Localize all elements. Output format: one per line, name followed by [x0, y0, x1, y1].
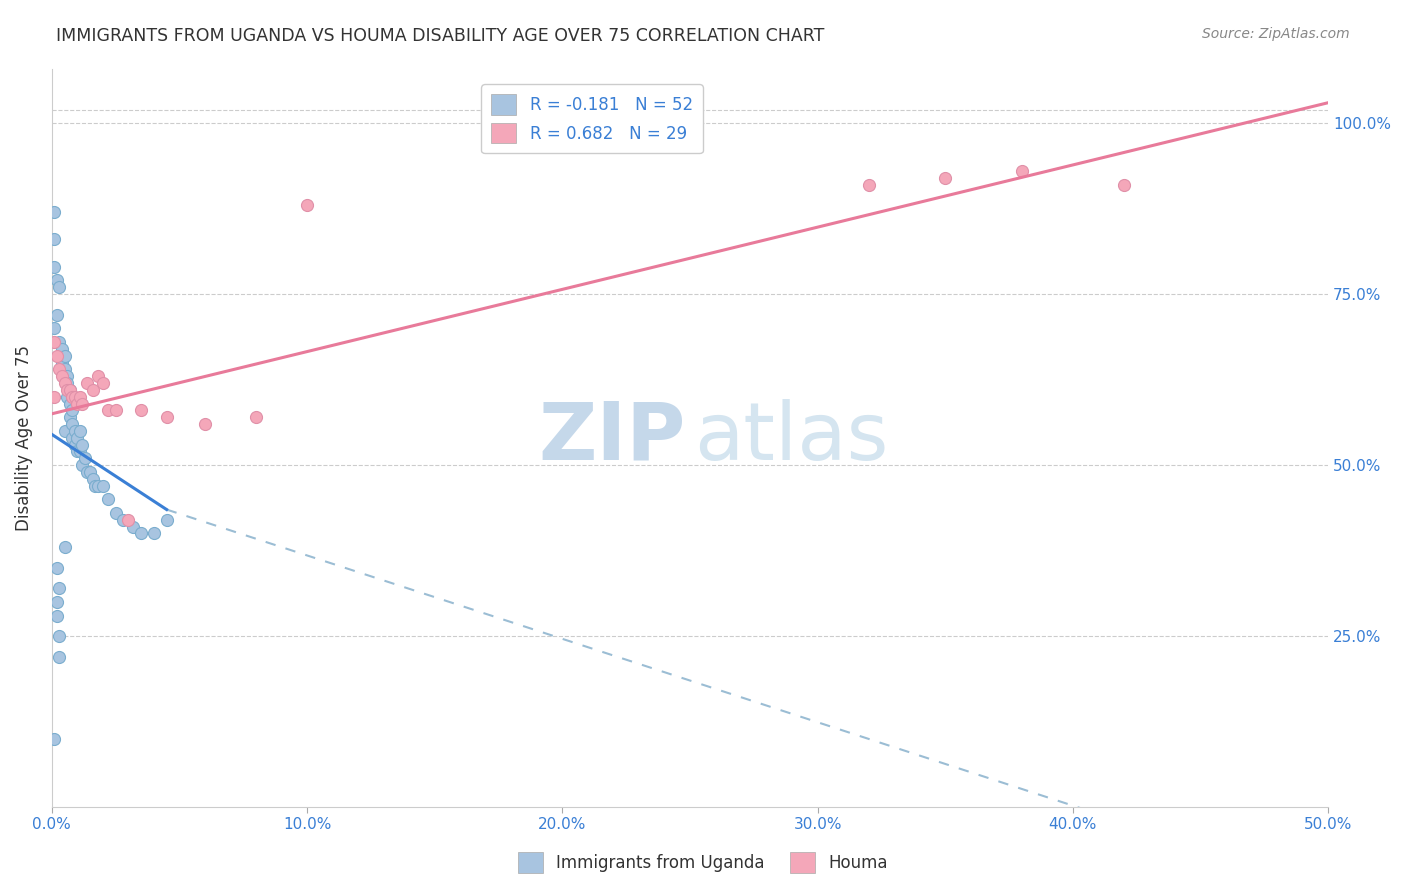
Point — [91, 376, 114, 390]
Point — [59, 383, 82, 397]
Point — [69, 390, 91, 404]
Point — [63, 390, 86, 404]
Point — [66, 396, 89, 410]
Point — [1112, 178, 1135, 192]
Point — [45, 608, 67, 623]
Point — [48, 334, 70, 349]
Point — [53, 362, 76, 376]
Point — [51, 342, 73, 356]
Text: atlas: atlas — [693, 399, 889, 476]
Point — [45, 560, 67, 574]
Legend: R = -0.181   N = 52, R = 0.682   N = 29: R = -0.181 N = 52, R = 0.682 N = 29 — [481, 84, 703, 153]
Point — [56, 369, 79, 384]
Point — [56, 390, 79, 404]
Point — [84, 478, 107, 492]
Point — [156, 410, 179, 425]
Point — [53, 376, 76, 390]
Point — [45, 273, 67, 287]
Point — [48, 649, 70, 664]
Point — [60, 390, 83, 404]
Point — [56, 383, 79, 397]
Point — [66, 431, 89, 445]
Point — [72, 458, 94, 472]
Point — [45, 595, 67, 609]
Point — [44, 232, 66, 246]
Point — [72, 396, 94, 410]
Point — [48, 362, 70, 376]
Point — [69, 444, 91, 458]
Point — [156, 513, 179, 527]
Point — [69, 424, 91, 438]
Point — [82, 472, 104, 486]
Point — [245, 410, 267, 425]
Point — [194, 417, 217, 431]
Point — [66, 444, 89, 458]
Point — [45, 308, 67, 322]
Point — [60, 417, 83, 431]
Point — [97, 403, 120, 417]
Text: Source: ZipAtlas.com: Source: ZipAtlas.com — [1202, 27, 1350, 41]
Point — [112, 513, 135, 527]
Point — [86, 478, 108, 492]
Point — [56, 376, 79, 390]
Point — [53, 540, 76, 554]
Point — [44, 205, 66, 219]
Point — [53, 349, 76, 363]
Point — [76, 376, 98, 390]
Point — [51, 355, 73, 369]
Point — [48, 629, 70, 643]
Point — [122, 519, 145, 533]
Point — [51, 369, 73, 384]
Point — [44, 334, 66, 349]
Point — [63, 437, 86, 451]
Point — [48, 280, 70, 294]
Point — [79, 465, 101, 479]
Point — [45, 349, 67, 363]
Point — [129, 526, 152, 541]
Text: IMMIGRANTS FROM UGANDA VS HOUMA DISABILITY AGE OVER 75 CORRELATION CHART: IMMIGRANTS FROM UGANDA VS HOUMA DISABILI… — [56, 27, 824, 45]
Point — [44, 390, 66, 404]
Point — [104, 403, 127, 417]
Point — [63, 424, 86, 438]
Point — [129, 403, 152, 417]
Point — [76, 465, 98, 479]
Point — [59, 396, 82, 410]
Point — [44, 731, 66, 746]
Point — [48, 581, 70, 595]
Point — [60, 431, 83, 445]
Point — [97, 492, 120, 507]
Point — [91, 478, 114, 492]
Y-axis label: Disability Age Over 75: Disability Age Over 75 — [15, 344, 32, 531]
Text: ZIP: ZIP — [538, 399, 686, 476]
Point — [73, 451, 96, 466]
Point — [59, 383, 82, 397]
Point — [142, 526, 165, 541]
Point — [72, 437, 94, 451]
Point — [86, 369, 108, 384]
Point — [60, 403, 83, 417]
Point — [295, 198, 318, 212]
Point — [59, 410, 82, 425]
Point — [44, 260, 66, 274]
Legend: Immigrants from Uganda, Houma: Immigrants from Uganda, Houma — [512, 846, 894, 880]
Point — [858, 178, 880, 192]
Point — [104, 506, 127, 520]
Point — [1011, 164, 1033, 178]
Point — [53, 424, 76, 438]
Point — [934, 170, 956, 185]
Point — [117, 513, 139, 527]
Point — [44, 321, 66, 335]
Point — [82, 383, 104, 397]
